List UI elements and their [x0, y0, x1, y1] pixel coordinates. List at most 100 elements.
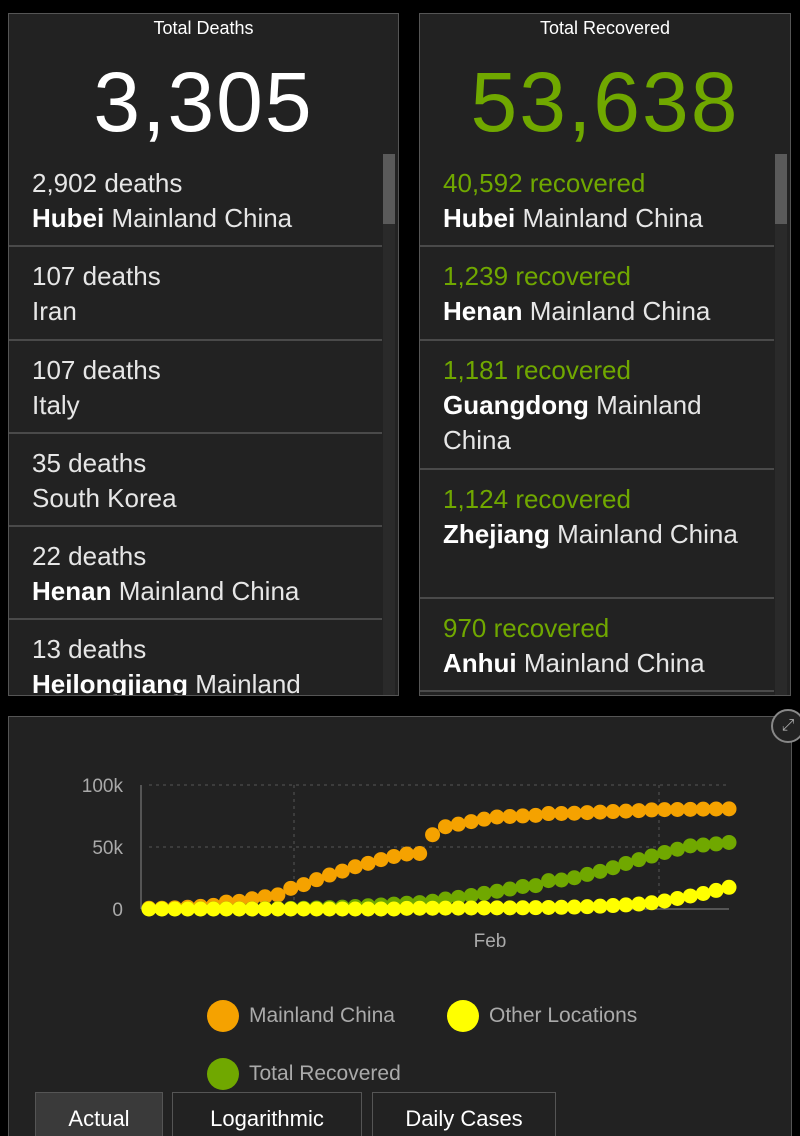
recovered-scroll-thumb[interactable] — [775, 154, 787, 224]
data-point[interactable] — [644, 895, 660, 911]
list-item[interactable]: 970 recovered Anhui Mainland China — [420, 599, 774, 692]
data-point[interactable] — [644, 802, 660, 818]
data-point[interactable] — [321, 867, 337, 883]
data-point[interactable] — [360, 901, 376, 917]
data-point[interactable] — [631, 803, 647, 819]
list-item[interactable]: 35 deaths South Korea — [9, 434, 382, 528]
data-point[interactable] — [309, 872, 325, 888]
data-point[interactable] — [476, 811, 492, 827]
list-item[interactable]: 1,124 recovered Zhejiang Mainland China — [420, 470, 774, 599]
data-point[interactable] — [231, 901, 247, 917]
data-point[interactable] — [450, 889, 466, 905]
list-item[interactable]: 13 deaths Heilongjiang Mainland — [9, 620, 382, 695]
data-point[interactable] — [489, 809, 505, 825]
data-point[interactable] — [283, 880, 299, 896]
data-point[interactable] — [515, 808, 531, 824]
data-point[interactable] — [631, 852, 647, 868]
recovered-list[interactable]: 40,592 recovered Hubei Mainland China 1,23… — [420, 154, 774, 695]
data-point[interactable] — [657, 802, 673, 818]
data-point[interactable] — [644, 848, 660, 864]
data-point[interactable] — [450, 816, 466, 832]
legend-other-locations[interactable]: Other Locations — [447, 1000, 637, 1032]
data-point[interactable] — [618, 803, 634, 819]
data-point[interactable] — [515, 900, 531, 916]
data-point[interactable] — [592, 863, 608, 879]
data-point[interactable] — [218, 901, 234, 917]
data-point[interactable] — [566, 805, 582, 821]
list-item[interactable]: 22 deaths Henan Mainland China — [9, 527, 382, 621]
data-point[interactable] — [386, 848, 402, 864]
data-point[interactable] — [399, 900, 415, 916]
data-point[interactable] — [373, 852, 389, 868]
data-point[interactable] — [244, 901, 260, 917]
data-point[interactable] — [425, 900, 441, 916]
data-point[interactable] — [502, 808, 518, 824]
data-point[interactable] — [553, 872, 569, 888]
data-point[interactable] — [592, 898, 608, 914]
data-point[interactable] — [463, 888, 479, 904]
data-point[interactable] — [205, 901, 221, 917]
data-point[interactable] — [682, 838, 698, 854]
list-item[interactable]: 1,181 recovered Guangdong Mainland China — [420, 341, 774, 470]
data-point[interactable] — [373, 901, 389, 917]
data-point[interactable] — [270, 901, 286, 917]
data-point[interactable] — [605, 804, 621, 820]
data-point[interactable] — [257, 889, 273, 905]
data-point[interactable] — [708, 801, 724, 817]
data-point[interactable] — [489, 883, 505, 899]
tab-logarithmic[interactable]: Logarithmic — [172, 1092, 362, 1136]
data-point[interactable] — [309, 901, 325, 917]
tab-daily-cases[interactable]: Daily Cases — [372, 1092, 556, 1136]
data-point[interactable] — [631, 896, 647, 912]
data-point[interactable] — [553, 899, 569, 915]
data-point[interactable] — [553, 805, 569, 821]
data-point[interactable] — [347, 901, 363, 917]
recovered-scrollbar[interactable] — [775, 154, 787, 695]
data-point[interactable] — [721, 879, 737, 895]
data-point[interactable] — [334, 901, 350, 917]
data-point[interactable] — [167, 901, 183, 917]
data-point[interactable] — [618, 897, 634, 913]
data-point[interactable] — [502, 881, 518, 897]
data-point[interactable] — [618, 855, 634, 871]
data-point[interactable] — [463, 814, 479, 830]
data-point[interactable] — [412, 845, 428, 861]
data-point[interactable] — [708, 882, 724, 898]
deaths-scroll-thumb[interactable] — [383, 154, 395, 224]
data-point[interactable] — [437, 819, 453, 835]
data-point[interactable] — [695, 801, 711, 817]
data-point[interactable] — [257, 901, 273, 917]
data-point[interactable] — [283, 901, 299, 917]
data-point[interactable] — [296, 901, 312, 917]
list-item[interactable]: 107 deaths Iran — [9, 247, 382, 341]
data-point[interactable] — [605, 898, 621, 914]
data-point[interactable] — [579, 805, 595, 821]
data-point[interactable] — [566, 870, 582, 886]
data-point[interactable] — [528, 878, 544, 894]
data-point[interactable] — [682, 801, 698, 817]
data-point[interactable] — [657, 893, 673, 909]
data-point[interactable] — [425, 827, 441, 843]
data-point[interactable] — [528, 807, 544, 823]
data-point[interactable] — [541, 899, 557, 915]
data-point[interactable] — [708, 836, 724, 852]
data-point[interactable] — [515, 878, 531, 894]
data-point[interactable] — [412, 900, 428, 916]
data-point[interactable] — [270, 887, 286, 903]
list-item[interactable]: 2,902 deaths Hubei Mainland China — [9, 154, 382, 248]
data-point[interactable] — [566, 899, 582, 915]
data-point[interactable] — [579, 866, 595, 882]
data-point[interactable] — [476, 885, 492, 901]
data-point[interactable] — [721, 801, 737, 817]
list-item[interactable]: 1,239 recovered Henan Mainland China — [420, 247, 774, 341]
data-point[interactable] — [541, 873, 557, 889]
list-item[interactable]: 107 deaths Italy — [9, 341, 382, 434]
data-point[interactable] — [669, 890, 685, 906]
data-point[interactable] — [579, 899, 595, 915]
data-point[interactable] — [334, 863, 350, 879]
data-point[interactable] — [386, 901, 402, 917]
data-point[interactable] — [476, 900, 492, 916]
data-point[interactable] — [437, 900, 453, 916]
deaths-scrollbar[interactable] — [383, 154, 395, 695]
data-point[interactable] — [528, 900, 544, 916]
